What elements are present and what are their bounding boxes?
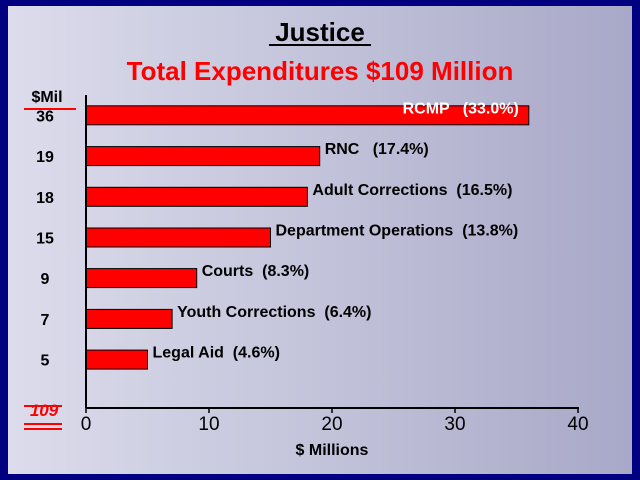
bar-label-1: RNC (17.4%) bbox=[325, 141, 429, 158]
bar-label-5: Youth Corrections (6.4%) bbox=[177, 304, 371, 321]
x-tick-label-1: 10 bbox=[198, 414, 219, 435]
bar-label-4: Courts (8.3%) bbox=[202, 263, 310, 280]
value-label-2: 18 bbox=[36, 190, 54, 207]
total-value-label: 109 bbox=[30, 401, 59, 420]
bar-4 bbox=[85, 268, 198, 289]
value-label-5: 7 bbox=[41, 312, 50, 329]
bar-label-0: RCMP (33.0%) bbox=[403, 100, 519, 117]
value-labels-layer: 36 19 18 15 9 7 5 bbox=[36, 108, 54, 369]
bar-1 bbox=[85, 146, 321, 167]
bars-layer: RCMP (33.0%) RNC (17.4%) Adult Corrections… bbox=[85, 100, 530, 370]
x-axis-label: $ Millions bbox=[296, 442, 369, 459]
value-label-4: 9 bbox=[41, 271, 50, 288]
chart-title: Justice bbox=[275, 17, 365, 47]
bar-2 bbox=[85, 186, 308, 207]
value-label-1: 19 bbox=[36, 149, 54, 166]
bar-6 bbox=[85, 349, 148, 370]
bar-label-6: Legal Aid (4.6%) bbox=[153, 345, 280, 362]
bar-label-2: Adult Corrections (16.5%) bbox=[312, 182, 512, 199]
value-label-3: 15 bbox=[36, 231, 54, 248]
value-label-0: 36 bbox=[36, 108, 54, 125]
x-tick-label-0: 0 bbox=[81, 414, 92, 435]
chart-subtitle: Total Expenditures $109 Million bbox=[127, 56, 514, 86]
value-label-6: 5 bbox=[41, 353, 50, 370]
y-axis-unit-label: $Mil bbox=[31, 89, 62, 106]
x-tick-label-2: 20 bbox=[321, 414, 342, 435]
bar-5 bbox=[85, 308, 173, 329]
bar-label-3: Department Operations (13.8%) bbox=[276, 223, 519, 240]
x-tick-label-3: 30 bbox=[444, 414, 465, 435]
x-tick-label-4: 40 bbox=[567, 414, 588, 435]
bar-3 bbox=[85, 227, 271, 248]
x-axis: 0 10 20 30 40 bbox=[81, 95, 589, 435]
